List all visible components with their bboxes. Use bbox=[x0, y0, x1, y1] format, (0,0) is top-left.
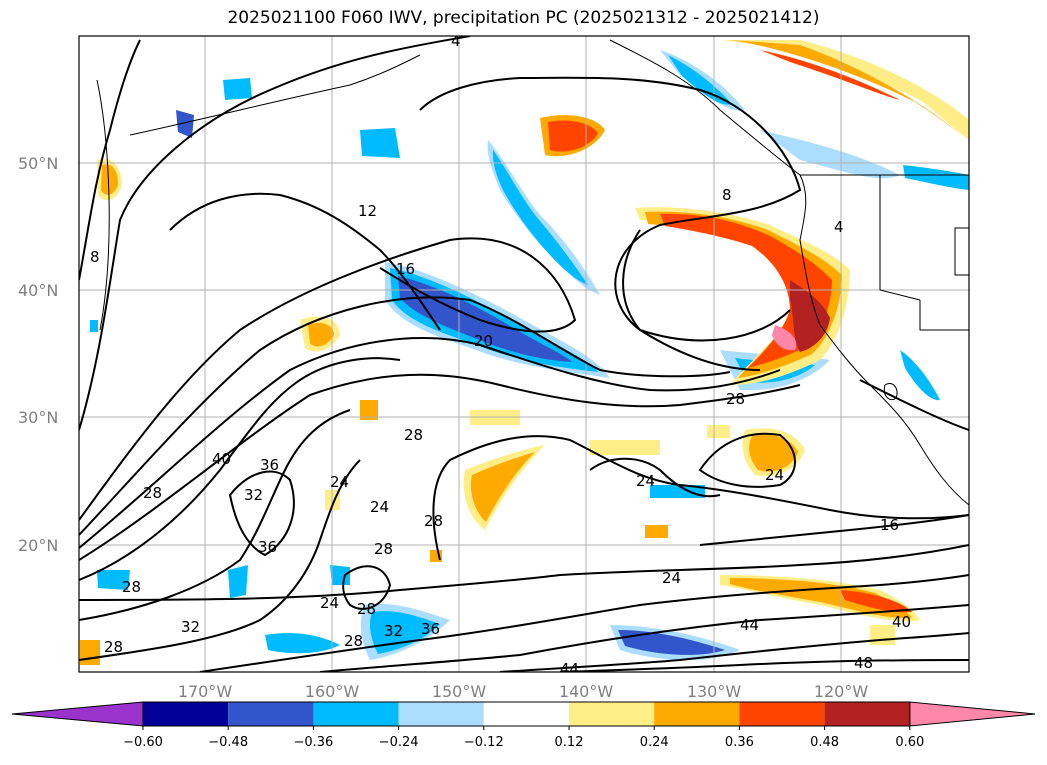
contour-label: 28 bbox=[404, 426, 423, 444]
contour-label: 24 bbox=[765, 466, 784, 484]
contour-label: 44 bbox=[740, 616, 759, 634]
precip-negative-fill bbox=[90, 50, 969, 661]
lat-label: 30°N bbox=[18, 408, 58, 427]
colorbar-segment bbox=[569, 702, 655, 726]
colorbar-tick-label: −0.24 bbox=[379, 735, 419, 750]
contour-label: 28 bbox=[104, 638, 123, 656]
contour-label-group: 4 4 8 8 12 16 20 28 24 24 24 28 28 28 24… bbox=[90, 32, 911, 678]
contour-label: 40 bbox=[212, 450, 231, 468]
contour-label: 24 bbox=[662, 569, 681, 587]
colorbar: −0.60 −0.48 −0.36 −0.24 −0.12 0.12 0.24 0.36 0.4… bbox=[11, 701, 1036, 750]
contour-label: 28 bbox=[424, 512, 443, 530]
contour-label: 16 bbox=[396, 260, 415, 278]
contour-label: 24 bbox=[320, 594, 339, 612]
contour-label: 48 bbox=[854, 654, 873, 672]
colorbar-tick-label: −0.60 bbox=[123, 735, 163, 750]
contour-label: 28 bbox=[374, 540, 393, 558]
contour-label: 12 bbox=[358, 202, 377, 220]
contour-label: 44 bbox=[560, 660, 579, 678]
contour-label: 8 bbox=[722, 186, 732, 204]
lon-label: 120°W bbox=[814, 682, 869, 701]
colorbar-segment bbox=[483, 702, 569, 726]
plot-frame bbox=[78, 35, 970, 673]
iwv-contours bbox=[79, 36, 969, 672]
colorbar-tick-label: 0.24 bbox=[640, 735, 669, 750]
coastlines bbox=[96, 39, 969, 506]
colorbar-arrow-high bbox=[909, 701, 1036, 727]
colorbar-segment bbox=[313, 702, 399, 726]
colorbar-tick-label: −0.48 bbox=[208, 735, 248, 750]
contour-label: 24 bbox=[330, 473, 349, 491]
colorbar-tick-label: 0.60 bbox=[895, 735, 924, 750]
lon-label: 130°W bbox=[687, 682, 742, 701]
contour-label: 24 bbox=[636, 472, 655, 490]
colorbar-tick-label: 0.36 bbox=[725, 735, 754, 750]
lon-label: 140°W bbox=[559, 682, 614, 701]
colorbar-tick-label: 0.48 bbox=[810, 735, 839, 750]
contour-label: 16 bbox=[880, 516, 899, 534]
colorbar-segment bbox=[824, 702, 910, 726]
lat-label: 50°N bbox=[18, 154, 58, 173]
contour-label: 32 bbox=[181, 618, 200, 636]
lon-axis: 170°W 160°W 150°W 140°W 130°W 120°W bbox=[178, 682, 869, 701]
lon-label: 150°W bbox=[432, 682, 487, 701]
colorbar-segment bbox=[739, 702, 825, 726]
precip-positive-fill bbox=[80, 40, 969, 665]
contour-label: 32 bbox=[244, 486, 263, 504]
contour-label: 28 bbox=[344, 632, 363, 650]
colorbar-segment bbox=[398, 702, 484, 726]
contour-label: 24 bbox=[370, 498, 389, 516]
contour-label: 36 bbox=[258, 538, 277, 556]
colorbar-tick-label: 0.12 bbox=[555, 735, 584, 750]
lat-label: 40°N bbox=[18, 281, 58, 300]
contour-label: 8 bbox=[90, 248, 100, 266]
contour-label: 28 bbox=[357, 600, 376, 618]
lon-label: 160°W bbox=[305, 682, 360, 701]
contour-label: 40 bbox=[892, 613, 911, 631]
contour-label: 32 bbox=[384, 622, 403, 640]
colorbar-tick-label: −0.12 bbox=[464, 735, 504, 750]
contour-label: 28 bbox=[122, 578, 141, 596]
contour-label: 28 bbox=[143, 484, 162, 502]
colorbar-segment bbox=[228, 702, 314, 726]
colorbar-segment bbox=[654, 702, 740, 726]
colorbar-arrow-low bbox=[11, 701, 144, 727]
colorbar-tick-label: −0.36 bbox=[293, 735, 333, 750]
contour-label: 28 bbox=[726, 390, 745, 408]
gridlines bbox=[79, 36, 969, 672]
contour-label: 4 bbox=[834, 218, 844, 236]
contour-label: 4 bbox=[451, 32, 461, 50]
lon-label: 170°W bbox=[178, 682, 233, 701]
contour-label: 36 bbox=[260, 456, 279, 474]
lat-axis: 50°N 40°N 30°N 20°N bbox=[18, 154, 58, 555]
contour-label: 20 bbox=[474, 332, 493, 350]
contour-label: 36 bbox=[421, 620, 440, 638]
colorbar-segment bbox=[143, 702, 229, 726]
lat-label: 20°N bbox=[18, 536, 58, 555]
colorbar-outline bbox=[142, 701, 911, 727]
map-title: 2025021100 F060 IWV, precipitation PC (2… bbox=[227, 8, 820, 28]
